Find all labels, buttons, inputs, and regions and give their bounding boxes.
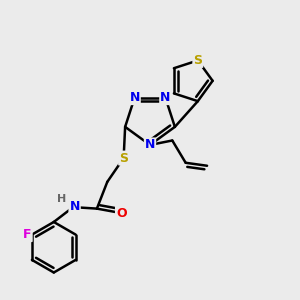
Text: N: N bbox=[160, 91, 171, 104]
Text: S: S bbox=[193, 54, 202, 67]
Text: S: S bbox=[119, 152, 128, 165]
Text: O: O bbox=[116, 207, 127, 220]
Text: N: N bbox=[145, 138, 155, 152]
Text: H: H bbox=[57, 194, 66, 204]
Text: N: N bbox=[69, 200, 80, 213]
Text: F: F bbox=[23, 228, 32, 241]
Text: N: N bbox=[129, 91, 140, 104]
